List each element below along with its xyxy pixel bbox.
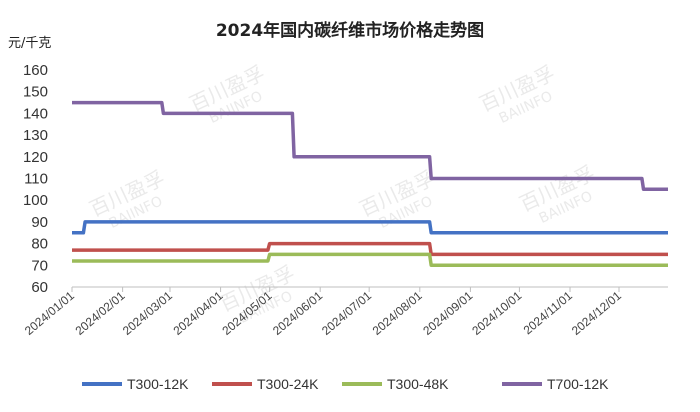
legend-item: T300-24K	[212, 376, 319, 392]
y-tick-label: 150	[23, 84, 48, 101]
x-tick-label: 2024/12/01	[569, 288, 624, 338]
series-line	[72, 241, 668, 257]
chart-title: 2024年国内碳纤维市场价格走势图	[216, 20, 484, 41]
y-tick-label: 60	[31, 279, 48, 296]
x-tick-label: 2024/07/01	[319, 288, 374, 338]
x-axis: 2024/01/012024/02/012024/03/012024/04/01…	[22, 287, 624, 338]
x-tick-label: 2024/04/01	[171, 288, 226, 338]
x-tick-label: 2024/03/01	[120, 288, 175, 338]
series-layer	[72, 100, 668, 268]
legend-label: T300-24K	[257, 376, 319, 392]
legend-label: T700-12K	[547, 376, 609, 392]
y-tick-label: 110	[24, 171, 48, 188]
x-tick-label: 2024/01/01	[22, 288, 77, 338]
legend-label: T300-12K	[127, 376, 189, 392]
x-tick-label: 2024/10/01	[469, 288, 524, 338]
legend-label: T300-48K	[387, 376, 449, 392]
y-tick-label: 80	[31, 236, 48, 253]
y-axis: 60 70 80 90 100 110 120 130 140 150 160	[23, 62, 48, 296]
y-tick-label: 130	[23, 127, 48, 144]
y-tick-label: 140	[23, 105, 48, 122]
legend-item: T700-12K	[502, 376, 609, 392]
series-line	[72, 220, 668, 235]
x-tick-label: 2024/11/01	[521, 288, 576, 337]
x-tick-label: 2024/08/01	[370, 288, 425, 338]
y-tick-label: 90	[31, 214, 48, 231]
y-tick-label: 120	[23, 149, 48, 166]
legend-item: T300-48K	[342, 376, 449, 392]
y-tick-label: 70	[31, 257, 48, 274]
series-line	[72, 100, 668, 192]
y-tick-label: 160	[23, 62, 48, 79]
series-line	[72, 252, 668, 268]
legend-item: T300-12K	[82, 376, 189, 392]
x-tick-label: 2024/09/01	[420, 288, 475, 338]
y-axis-unit-label: 元/千克	[8, 36, 51, 51]
y-tick-label: 100	[23, 192, 48, 209]
legend: T300-12K T300-24K T300-48K T700-12K	[82, 376, 609, 392]
x-tick-label: 2024/02/01	[73, 288, 128, 338]
